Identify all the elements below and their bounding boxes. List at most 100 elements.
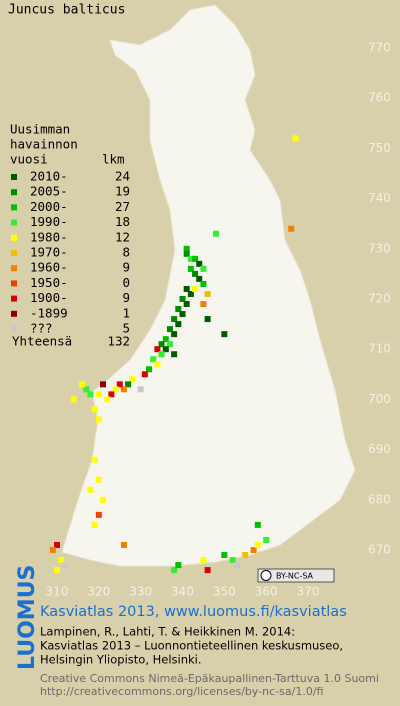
legend-label: 2010- bbox=[30, 169, 68, 184]
grid-square bbox=[158, 351, 165, 358]
cc-icon bbox=[260, 570, 272, 581]
y-tick-label: 760 bbox=[368, 91, 391, 105]
grid-square bbox=[250, 547, 257, 553]
legend-count: 5 bbox=[122, 321, 130, 336]
legend-count: 1 bbox=[122, 305, 130, 320]
grid-square bbox=[95, 511, 102, 518]
grid-square bbox=[58, 557, 65, 564]
grid-square bbox=[162, 346, 169, 353]
grid-square bbox=[183, 245, 190, 252]
legend-label: 1980- bbox=[30, 229, 68, 244]
legend-label: 1960- bbox=[30, 260, 68, 275]
legend-label: 1950- bbox=[30, 275, 68, 290]
y-tick-label: 710 bbox=[368, 342, 391, 356]
badge-text: BY-NC-SA bbox=[276, 572, 314, 581]
badge-box bbox=[257, 568, 335, 583]
legend-title: havainnon bbox=[10, 137, 78, 152]
grid-square bbox=[108, 391, 115, 398]
grid-square bbox=[146, 366, 153, 373]
grid-square bbox=[187, 290, 194, 297]
grid-square bbox=[254, 521, 261, 528]
grid-square bbox=[179, 296, 186, 302]
grid-square bbox=[158, 341, 165, 348]
x-tick-label: 310 bbox=[46, 585, 69, 599]
grid-square bbox=[154, 346, 161, 353]
grid-square bbox=[70, 396, 77, 403]
license-badge: BY-NC-SA bbox=[257, 568, 335, 583]
legend-count: 0 bbox=[122, 275, 130, 290]
legend-title: Uusimman bbox=[10, 122, 70, 137]
finland-outline bbox=[61, 4, 356, 567]
grid-square bbox=[196, 275, 203, 282]
legend-title: vuosi bbox=[10, 152, 48, 167]
grid-square bbox=[292, 135, 299, 142]
grid-square bbox=[183, 250, 190, 257]
grid-square bbox=[87, 391, 94, 398]
y-tick-label: 680 bbox=[368, 492, 391, 506]
grid-square bbox=[87, 486, 94, 493]
grid-square bbox=[141, 371, 148, 378]
grid-square bbox=[242, 552, 249, 559]
legend-count: 12 bbox=[115, 229, 130, 244]
grid-square bbox=[171, 331, 178, 338]
grid-square bbox=[54, 541, 60, 548]
legend-count: 8 bbox=[122, 245, 130, 260]
legend-label: 2000- bbox=[30, 199, 68, 214]
legend-swatch bbox=[11, 234, 17, 241]
grid-square bbox=[112, 386, 119, 393]
grid-square bbox=[100, 381, 107, 388]
grid-square bbox=[150, 356, 157, 363]
grid-square bbox=[183, 301, 190, 308]
grid-square bbox=[49, 547, 56, 553]
footer-title: Kasviatlas 2013, www.luomus.fi/kasviatla… bbox=[40, 604, 347, 620]
legend-label: 2005- bbox=[30, 184, 68, 199]
grid-square bbox=[263, 536, 270, 543]
grid-square bbox=[171, 351, 178, 358]
x-tick-label: 370 bbox=[297, 585, 320, 599]
grid-square bbox=[204, 290, 211, 297]
grid-square bbox=[288, 225, 295, 232]
legend-label: 1970- bbox=[30, 245, 68, 260]
grid-square bbox=[183, 285, 190, 292]
legend-count: 9 bbox=[122, 290, 130, 305]
grid-square bbox=[254, 541, 261, 548]
grid-square bbox=[179, 311, 186, 318]
grid-square bbox=[221, 331, 228, 338]
legend-swatch bbox=[11, 326, 17, 332]
grid-square bbox=[54, 567, 60, 574]
y-tick-label: 730 bbox=[368, 241, 391, 255]
y-tick-label: 700 bbox=[368, 392, 391, 406]
citation: Lampinen, R., Lahti, T. & Heikkinen M. 2… bbox=[40, 625, 295, 639]
grid-square bbox=[196, 260, 203, 267]
grid-square bbox=[175, 321, 182, 328]
grid-square bbox=[95, 391, 102, 398]
legend-count: 9 bbox=[122, 260, 130, 275]
grid-square bbox=[192, 255, 199, 262]
legend-label: 1990- bbox=[30, 214, 68, 229]
grid-square bbox=[91, 406, 98, 413]
grid-square bbox=[200, 301, 207, 308]
legend-swatch bbox=[11, 250, 17, 256]
legend-count: 18 bbox=[115, 214, 130, 229]
legend-swatch bbox=[11, 189, 17, 196]
y-tick-label: 690 bbox=[368, 442, 391, 456]
grid-square bbox=[233, 562, 240, 569]
y-tick-label: 670 bbox=[368, 543, 391, 557]
legend-swatch bbox=[11, 295, 17, 302]
citation: Kasviatlas 2013 – Luonnontieteellinen ke… bbox=[40, 639, 343, 653]
grid-square bbox=[95, 476, 102, 483]
grid-square bbox=[200, 265, 207, 272]
legend-swatch bbox=[11, 310, 17, 317]
legend-label: 1900- bbox=[30, 290, 68, 305]
grid-square bbox=[83, 386, 90, 393]
grid-square bbox=[204, 567, 211, 574]
grid-square bbox=[166, 326, 173, 333]
grid-square bbox=[204, 316, 211, 323]
species-title: Juncus balticus bbox=[8, 3, 125, 18]
y-tick-label: 750 bbox=[368, 141, 391, 155]
grid-square bbox=[125, 381, 132, 388]
grid-square bbox=[187, 265, 194, 272]
count-header: lkm bbox=[102, 152, 125, 167]
